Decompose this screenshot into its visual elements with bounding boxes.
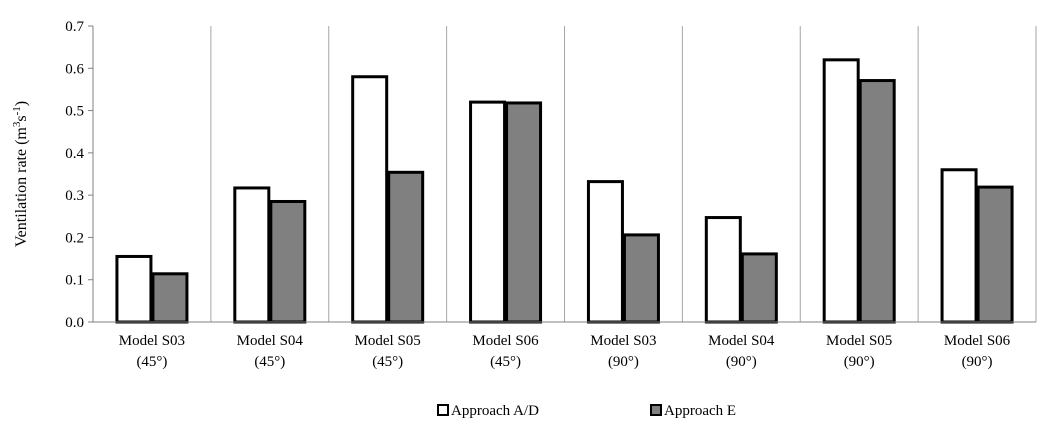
y-tick-label: 0.2 <box>65 230 84 246</box>
x-tick-label: Model S03 (45°) <box>119 333 185 370</box>
x-tick-labels: Model S03 (45°) Model S04 (45°) Model S05 (45… <box>119 333 1011 370</box>
legend-label: Approach E <box>664 403 736 419</box>
bar-approach-ad <box>351 75 389 324</box>
bar-approach-e <box>151 272 189 324</box>
x-tick-label: Model S04 (45°) <box>237 333 304 370</box>
y-tick-label: 0.4 <box>65 146 84 162</box>
y-tick-label: 0.3 <box>65 188 84 204</box>
bar-approach-e <box>505 101 543 324</box>
x-tick-label: Model S05 (90°) <box>826 333 892 370</box>
bar-approach-e <box>269 199 307 324</box>
x-tick-label: Model S06 (90°) <box>944 333 1011 370</box>
bar-approach-e <box>976 185 1014 324</box>
y-tick-label: 0.7 <box>65 19 84 35</box>
x-tick-label: Model S03 (90°) <box>590 333 656 370</box>
bar-approach-ad <box>940 168 978 324</box>
legend-swatch <box>650 404 662 416</box>
bar-approach-ad <box>115 254 153 324</box>
bar-approach-e <box>622 233 660 324</box>
x-tick-label: Model S06 (45°) <box>472 333 539 370</box>
y-tick-label: 0.1 <box>65 273 84 289</box>
grid-lines <box>210 26 1037 322</box>
bar-approach-ad <box>704 216 742 324</box>
legend-label: Approach A/D <box>451 403 539 419</box>
bar-approach-e <box>858 79 896 324</box>
legend: Approach A/D Approach E <box>437 403 736 419</box>
bar-approach-ad <box>822 58 860 324</box>
x-tick-label: Model S05 (45°) <box>355 333 421 370</box>
x-tick-label: Model S04 (90°) <box>708 333 775 370</box>
y-tick-label: 0.0 <box>65 315 84 331</box>
bar-approach-e <box>387 170 425 324</box>
legend-swatch <box>437 404 449 416</box>
y-tick-labels: 0.0 0.1 0.2 0.3 0.4 0.5 0.6 0.7 <box>65 19 93 331</box>
y-axis-label: Ventilation rate (m3s-1) <box>11 101 30 247</box>
y-tick-label: 0.6 <box>65 61 84 77</box>
bars <box>115 58 1014 324</box>
bar-approach-ad <box>233 186 271 324</box>
bar-approach-ad <box>469 100 507 324</box>
bar-approach-e <box>740 252 778 324</box>
bar-approach-ad <box>586 180 624 324</box>
y-tick-label: 0.5 <box>65 104 84 120</box>
